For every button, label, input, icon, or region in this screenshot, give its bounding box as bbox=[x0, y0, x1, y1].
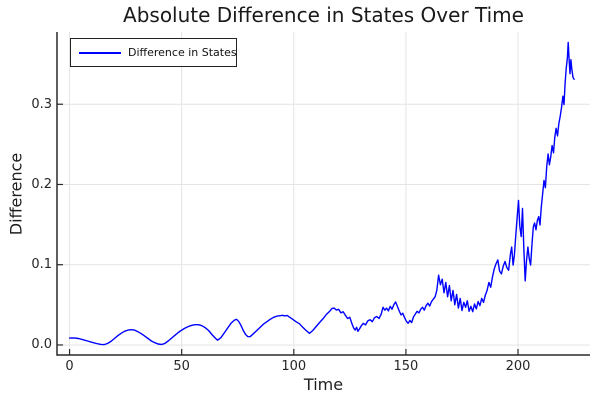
y-tick-label: 0.2 bbox=[31, 176, 52, 192]
x-tick-label: 0 bbox=[65, 359, 74, 374]
chart-title: Absolute Difference in States Over Time bbox=[123, 3, 524, 27]
x-tick-label: 100 bbox=[281, 359, 307, 374]
legend-box: Difference in States bbox=[70, 38, 237, 67]
legend-entry-label: Difference in States bbox=[128, 46, 237, 59]
legend-line-sample bbox=[79, 51, 121, 54]
x-axis-label: Time bbox=[303, 375, 344, 394]
y-tick-label: 0.0 bbox=[31, 337, 52, 353]
x-tick-label: 50 bbox=[173, 359, 190, 374]
x-tick-label: 200 bbox=[505, 359, 531, 374]
y-tick-label: 0.1 bbox=[31, 257, 52, 273]
y-axis-label: Difference bbox=[6, 152, 26, 236]
x-tick-label: 150 bbox=[393, 359, 419, 374]
y-tick-label: 0.3 bbox=[31, 96, 52, 112]
series-line bbox=[68, 41, 575, 346]
